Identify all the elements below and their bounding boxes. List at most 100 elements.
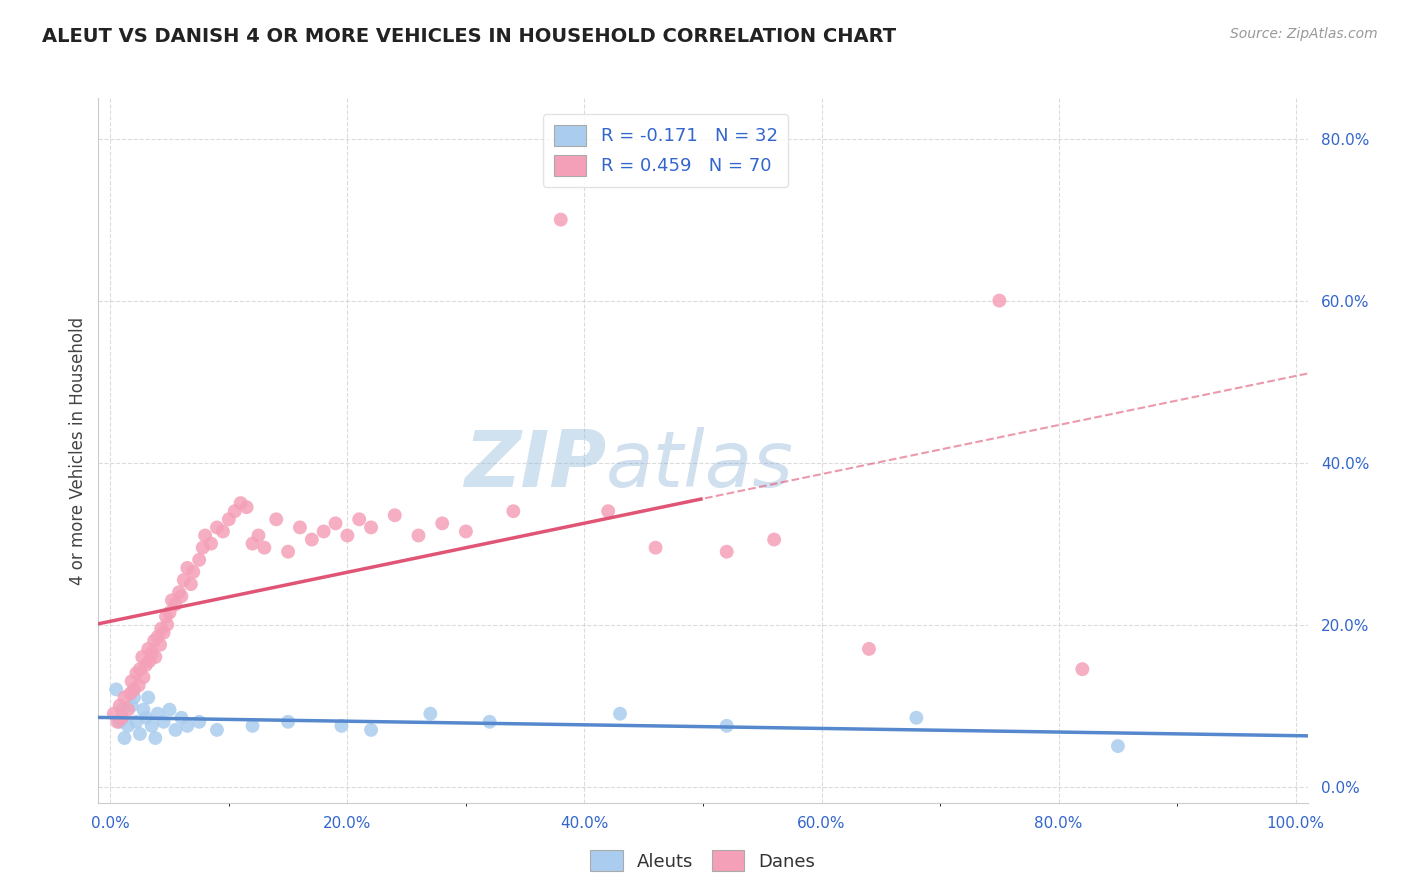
Point xyxy=(235,500,257,515)
Point xyxy=(763,533,786,547)
Point xyxy=(149,638,172,652)
Point xyxy=(135,711,157,725)
Point xyxy=(143,731,166,745)
Point xyxy=(502,504,524,518)
Point xyxy=(146,630,169,644)
Point xyxy=(1071,662,1094,676)
Text: Source: ZipAtlas.com: Source: ZipAtlas.com xyxy=(1230,27,1378,41)
Point xyxy=(132,703,155,717)
Point xyxy=(135,658,157,673)
Point xyxy=(454,524,477,539)
Point xyxy=(141,646,163,660)
Point xyxy=(129,727,152,741)
Text: ALEUT VS DANISH 4 OR MORE VEHICLES IN HOUSEHOLD CORRELATION CHART: ALEUT VS DANISH 4 OR MORE VEHICLES IN HO… xyxy=(42,27,896,45)
Point xyxy=(105,714,128,729)
Point xyxy=(408,528,430,542)
Point xyxy=(143,650,166,665)
Point xyxy=(173,573,195,587)
Point xyxy=(103,706,125,721)
Point xyxy=(644,541,666,555)
Point xyxy=(114,731,136,745)
Point xyxy=(1107,739,1129,753)
Point xyxy=(277,545,299,559)
Point xyxy=(105,682,128,697)
Point xyxy=(325,516,347,531)
Point xyxy=(288,520,311,534)
Point xyxy=(170,711,193,725)
Point xyxy=(136,690,159,705)
Point xyxy=(360,723,382,737)
Point xyxy=(242,536,264,550)
Point xyxy=(176,719,198,733)
Point xyxy=(205,723,228,737)
Point xyxy=(121,674,143,689)
Point xyxy=(336,528,359,542)
Point xyxy=(312,524,335,539)
Point xyxy=(432,516,454,531)
Point xyxy=(200,536,222,550)
Point xyxy=(121,698,143,713)
Point xyxy=(111,703,134,717)
Point xyxy=(150,622,173,636)
Point xyxy=(156,617,179,632)
Point xyxy=(224,504,246,518)
Point xyxy=(218,512,240,526)
Point xyxy=(146,706,169,721)
Point xyxy=(550,212,572,227)
Point xyxy=(716,545,738,559)
Point xyxy=(598,504,620,518)
Point xyxy=(419,706,441,721)
Point xyxy=(988,293,1011,308)
Point xyxy=(128,678,150,692)
Point xyxy=(129,662,152,676)
Text: atlas: atlas xyxy=(606,426,794,502)
Point xyxy=(141,719,163,733)
Text: ZIP: ZIP xyxy=(464,426,606,502)
Y-axis label: 4 or more Vehicles in Household: 4 or more Vehicles in Household xyxy=(69,317,87,584)
Point xyxy=(170,589,193,603)
Point xyxy=(122,690,145,705)
Legend: R = -0.171   N = 32, R = 0.459   N = 70: R = -0.171 N = 32, R = 0.459 N = 70 xyxy=(543,114,789,186)
Point xyxy=(152,714,174,729)
Point xyxy=(108,714,131,729)
Point xyxy=(117,719,139,733)
Point xyxy=(188,714,211,729)
Point xyxy=(330,719,353,733)
Point xyxy=(609,706,631,721)
Point xyxy=(159,703,181,717)
Legend: Aleuts, Danes: Aleuts, Danes xyxy=(583,843,823,879)
Point xyxy=(152,625,174,640)
Point xyxy=(176,561,198,575)
Point xyxy=(478,714,501,729)
Point xyxy=(114,690,136,705)
Point xyxy=(122,682,145,697)
Point xyxy=(716,719,738,733)
Point xyxy=(138,654,160,668)
Point xyxy=(159,606,181,620)
Point xyxy=(180,577,202,591)
Point xyxy=(132,670,155,684)
Point xyxy=(229,496,252,510)
Point xyxy=(165,723,187,737)
Point xyxy=(264,512,287,526)
Point xyxy=(167,585,190,599)
Point xyxy=(111,711,134,725)
Point xyxy=(212,524,235,539)
Point xyxy=(191,541,214,555)
Point xyxy=(905,711,928,725)
Point xyxy=(347,512,370,526)
Point xyxy=(120,686,142,700)
Point xyxy=(165,598,187,612)
Point xyxy=(155,609,177,624)
Point xyxy=(181,565,204,579)
Point xyxy=(194,528,217,542)
Point xyxy=(143,633,166,648)
Point xyxy=(277,714,299,729)
Point xyxy=(858,641,880,656)
Point xyxy=(117,703,139,717)
Point xyxy=(131,650,153,665)
Point xyxy=(247,528,270,542)
Point xyxy=(136,641,159,656)
Point xyxy=(188,553,211,567)
Point xyxy=(160,593,183,607)
